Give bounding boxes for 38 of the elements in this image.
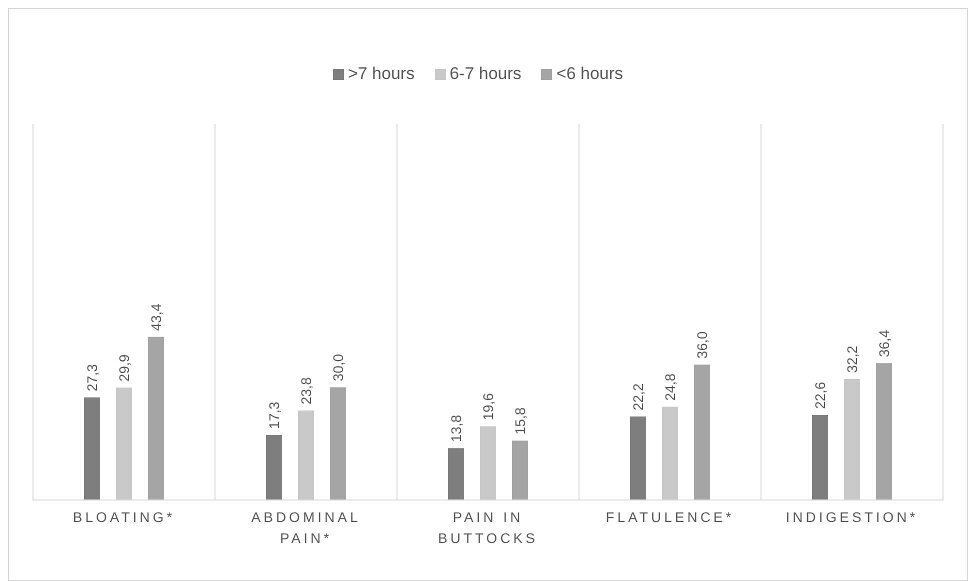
data-label: 19,6: [480, 392, 496, 420]
bar: [116, 388, 132, 500]
x-tick-label: INDIGESTION*: [786, 509, 918, 525]
bar: [812, 415, 828, 500]
data-label: 32,2: [844, 345, 860, 373]
data-label: 27,3: [84, 364, 100, 392]
legend-label: >7 hours: [348, 64, 415, 83]
bar: [694, 364, 710, 500]
bar: [266, 434, 282, 500]
bar: [844, 378, 860, 500]
data-label: 36,0: [694, 331, 710, 359]
data-label: 15,8: [512, 407, 528, 435]
data-label: 23,8: [298, 377, 314, 405]
bar: [148, 336, 164, 500]
bar: [876, 363, 892, 500]
data-label: 29,9: [116, 354, 132, 382]
legend-label: <6 hours: [556, 64, 624, 83]
x-tick-label: FLATULENCE*: [606, 509, 734, 525]
bar: [480, 426, 496, 500]
data-label: 22,6: [812, 382, 828, 410]
x-tick-label: PAIN IN BUTTOCKS: [438, 509, 538, 546]
bar: [662, 406, 678, 500]
bar: [298, 410, 314, 500]
bar: [512, 440, 528, 500]
x-tick-label: ABDOMINAL PAIN*: [251, 509, 361, 546]
data-label: 22,2: [630, 383, 646, 411]
bar: [84, 397, 100, 500]
legend-label: 6-7 hours: [450, 64, 522, 83]
bar: [330, 387, 346, 500]
x-tick-label: BLOATING*: [72, 509, 176, 525]
data-label: 13,8: [448, 414, 464, 442]
data-label: 30,0: [330, 354, 346, 382]
data-label: 24,8: [662, 373, 678, 401]
bar: [630, 416, 646, 500]
data-label: 43,4: [148, 303, 164, 331]
data-label: 17,3: [266, 401, 282, 429]
data-label: 36,4: [876, 330, 892, 358]
bar: [448, 448, 464, 500]
